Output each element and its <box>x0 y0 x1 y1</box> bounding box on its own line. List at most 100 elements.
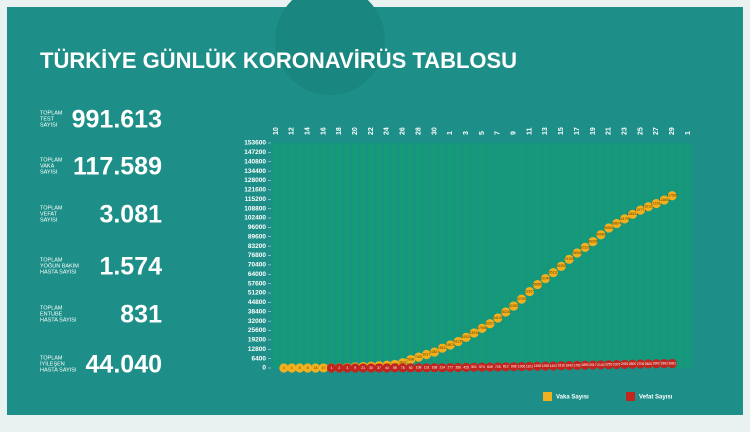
column <box>613 143 620 368</box>
column <box>320 143 327 368</box>
stat-value: 991.613 <box>72 106 162 134</box>
data-point <box>406 355 416 365</box>
data-point <box>532 279 543 290</box>
data-label: 82329 <box>580 245 590 249</box>
data-label: 168 <box>432 366 438 370</box>
data-label: 9217 <box>423 352 431 356</box>
column <box>510 143 517 368</box>
y-tick-label: 0 <box>262 365 266 372</box>
y-tick-label: 70400 <box>248 262 266 269</box>
data-point <box>461 332 471 342</box>
data-point <box>620 359 630 369</box>
data-point <box>374 363 384 373</box>
data-point <box>627 359 638 369</box>
data-point <box>556 361 566 371</box>
data-point <box>580 242 590 253</box>
column <box>359 143 367 368</box>
data-point <box>572 360 582 371</box>
data-point <box>437 343 447 353</box>
data-label: 86306 <box>588 239 598 243</box>
data-label: 110130 <box>643 205 654 209</box>
data-point <box>350 363 360 373</box>
column <box>668 143 676 368</box>
data-label: 47029 <box>517 297 527 301</box>
y-tick-label: 140800 <box>244 158 266 165</box>
stat-label: VAKA <box>40 163 55 169</box>
stat-label: HASTA SAYISI <box>40 367 77 373</box>
data-label: 10827 <box>430 350 440 354</box>
data-label: 21 <box>361 366 365 370</box>
stat-label: SAYISI <box>40 169 58 175</box>
x-tick-label: 22 <box>368 127 375 135</box>
data-label: 13531 <box>438 346 448 350</box>
data-point <box>596 230 606 240</box>
data-point <box>382 363 392 373</box>
column <box>684 143 692 368</box>
data-point <box>612 359 622 370</box>
data-label: 5698 <box>407 358 415 362</box>
column <box>557 143 565 368</box>
data-label: 908 <box>511 365 517 369</box>
data-label: 47 <box>322 366 326 370</box>
data-point <box>493 362 503 372</box>
data-label: 1296 <box>542 364 550 368</box>
data-point <box>461 362 471 372</box>
y-tick-label: 102400 <box>244 215 266 222</box>
data-label: 649 <box>487 365 493 369</box>
data-label: 1518 <box>557 364 565 368</box>
data-label: 131 <box>424 366 430 370</box>
column <box>621 143 628 368</box>
data-label: 104912 <box>627 212 638 216</box>
data-point <box>469 328 479 338</box>
stat-label: TOPLAM <box>40 355 63 361</box>
title: TÜRKİYE GÜNLÜK KORONAVİRÜS TABLOSU <box>40 48 517 73</box>
data-point <box>318 363 329 373</box>
column <box>351 143 359 368</box>
column <box>304 143 311 368</box>
data-point <box>627 209 638 219</box>
column <box>423 143 430 368</box>
data-label: 107773 <box>635 208 646 212</box>
data-label: 3 <box>346 366 348 370</box>
data-point <box>548 361 558 371</box>
column <box>542 143 549 368</box>
x-tick-label: 24 <box>384 127 391 135</box>
column <box>447 143 454 368</box>
data-point <box>414 352 424 362</box>
data-point <box>469 362 479 372</box>
data-point <box>596 360 606 370</box>
data-point <box>295 363 305 373</box>
column <box>462 143 470 368</box>
x-tick-label: 5 <box>479 131 486 135</box>
column <box>653 143 660 368</box>
x-tick-label: 19 <box>590 127 597 135</box>
data-point <box>564 360 574 371</box>
data-point <box>620 214 630 224</box>
stat-label: TOPLAM <box>40 305 63 311</box>
data-label: 2706 <box>637 362 645 366</box>
data-label: 2900 <box>653 362 661 366</box>
stat-label: TOPLAM <box>40 110 63 116</box>
x-tick-label: 14 <box>305 127 312 135</box>
data-point <box>659 359 669 369</box>
data-label: 95591 <box>604 226 614 230</box>
data-point <box>445 340 455 350</box>
data-label: 90980 <box>596 233 606 237</box>
data-point <box>604 223 614 233</box>
data-label: 114653 <box>659 198 670 202</box>
data-label: 214 <box>440 366 446 370</box>
column <box>399 143 407 368</box>
data-label: 52167 <box>525 289 535 293</box>
column <box>391 143 399 368</box>
data-point <box>429 347 440 357</box>
data-label: 20921 <box>461 335 471 339</box>
x-tick-label: 9 <box>511 131 518 135</box>
y-tick-label: 44800 <box>248 299 266 306</box>
stat-label: VEFAT <box>40 211 58 217</box>
column <box>415 143 422 368</box>
data-point <box>493 313 503 323</box>
column <box>645 143 652 368</box>
y-tick-label: 128000 <box>244 177 266 184</box>
stat-value: 1.574 <box>99 253 162 281</box>
x-tick-label: 10 <box>273 127 280 135</box>
